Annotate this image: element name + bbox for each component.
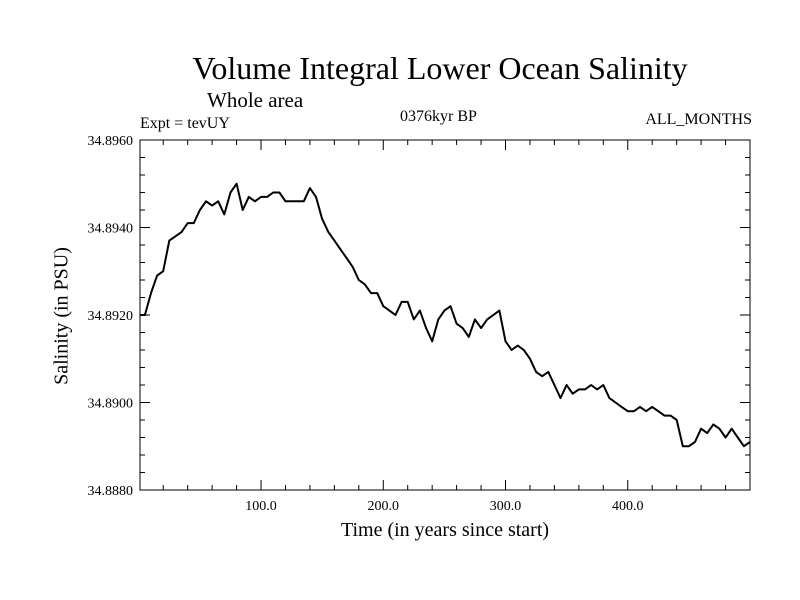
chart-subtitle: Whole area: [207, 88, 304, 112]
y-tick-label: 34.8880: [88, 484, 134, 499]
y-tick-label: 34.8920: [88, 309, 134, 324]
x-tick-label: 400.0: [612, 499, 644, 514]
x-tick-label: 100.0: [245, 499, 277, 514]
tick-labels: 100.0 200.0 300.0 400.0 34.8880 34.8900 34.892…: [88, 134, 644, 514]
experiment-label: Expt = tevUY: [140, 115, 230, 132]
y-tick-label: 34.8940: [88, 222, 134, 237]
y-tick-label: 34.8900: [88, 397, 134, 412]
y-tick-label: 34.8960: [88, 134, 134, 149]
x-tick-label: 300.0: [490, 499, 522, 514]
axis-ticks: [140, 140, 750, 490]
months-label: ALL_MONTHS: [645, 111, 752, 128]
period-label: 0376kyr BP: [400, 108, 477, 125]
salinity-series-line: [140, 182, 751, 448]
x-axis-label: Time (in years since start): [340, 519, 550, 541]
x-tick-label: 200.0: [368, 499, 400, 514]
chart-title: Volume Integral Lower Ocean Salinity: [192, 50, 688, 86]
